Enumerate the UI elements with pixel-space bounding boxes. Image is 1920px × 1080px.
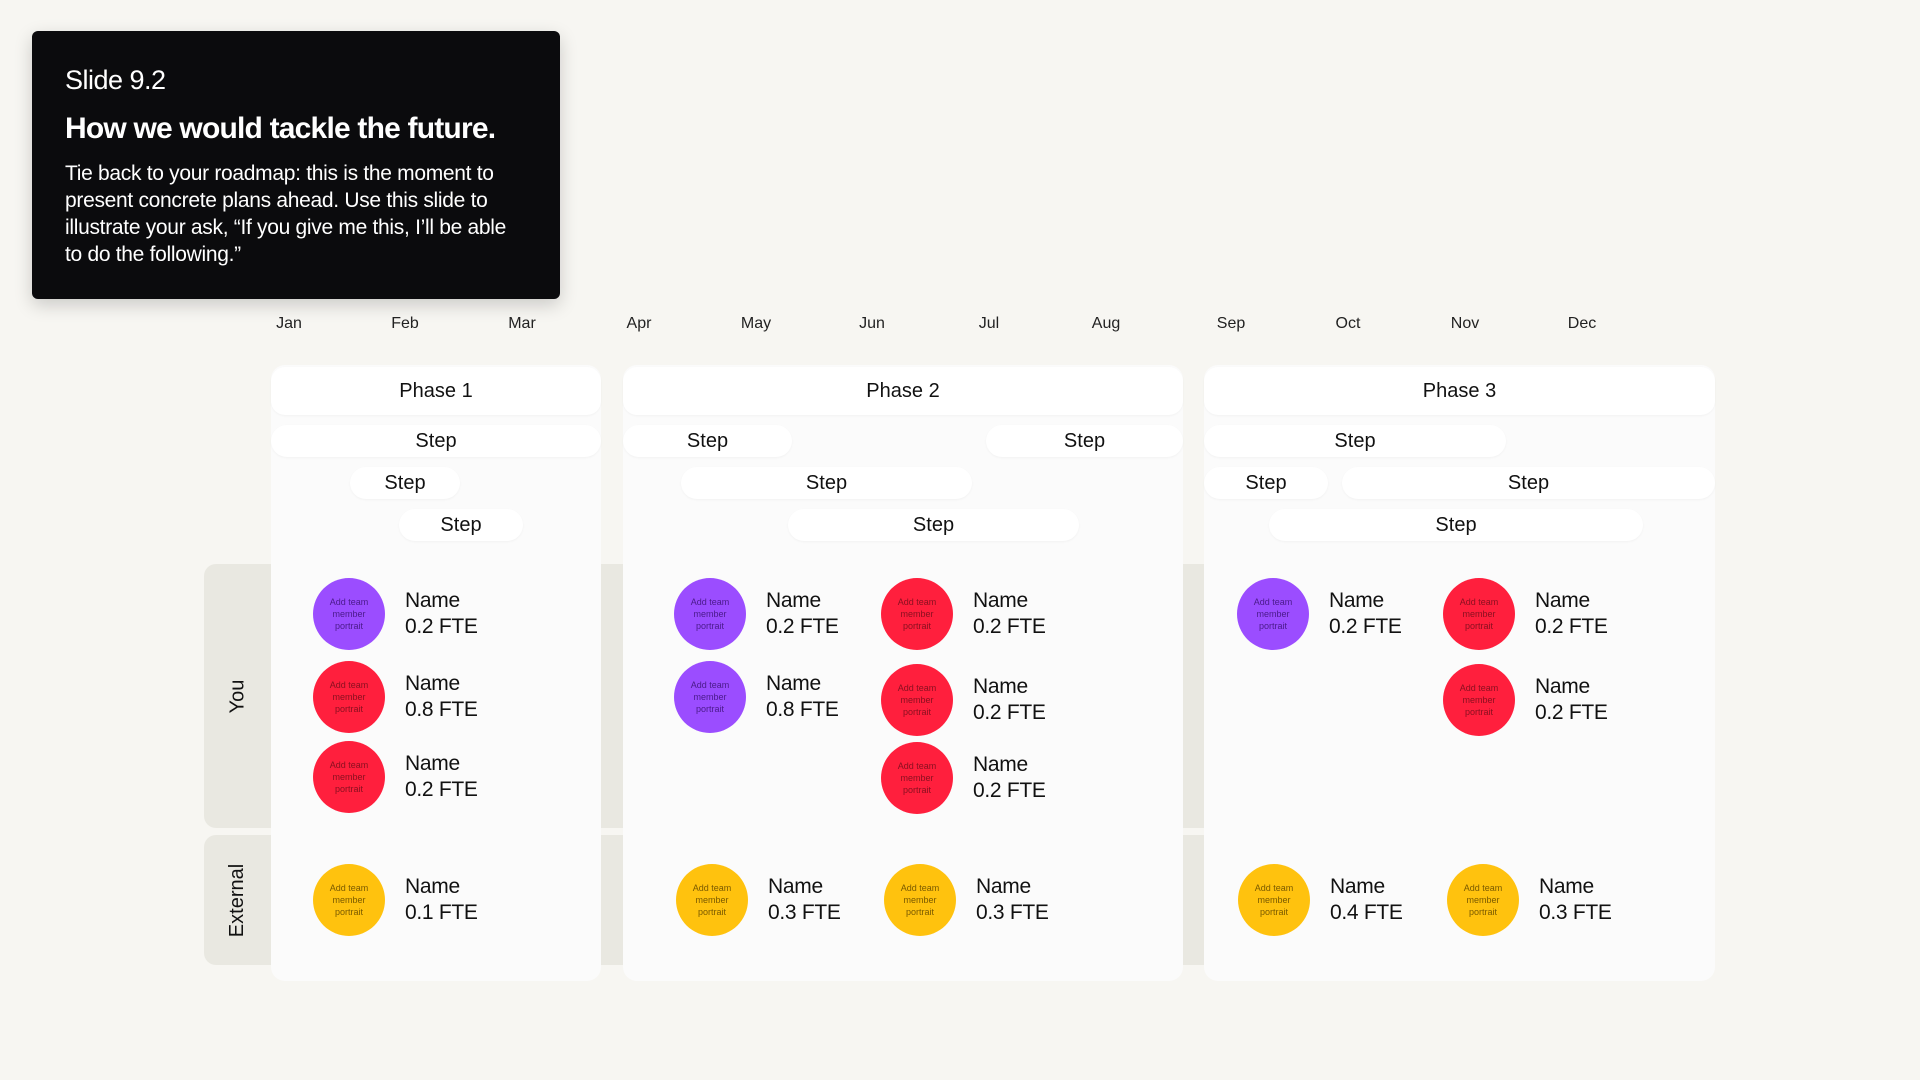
team-member-card: Add team member portrait Name 0.1 FTE <box>313 864 478 936</box>
month-label: Oct <box>1335 315 1361 332</box>
step-pill: Step <box>788 509 1079 541</box>
member-name: Name <box>973 675 1028 698</box>
portrait-placeholder: Add team member portrait <box>313 741 385 813</box>
month-label: Nov <box>1450 315 1480 332</box>
portrait-placeholder: Add team member portrait <box>674 661 746 733</box>
team-member-card: Add team member portrait Name 0.2 FTE <box>313 741 478 813</box>
portrait-placeholder: Add team member portrait <box>1237 578 1309 650</box>
portrait-placeholder: Add team member portrait <box>674 578 746 650</box>
month-label: May <box>740 315 772 332</box>
member-fte: 0.8 FTE <box>766 698 839 721</box>
month-label: Dec <box>1567 315 1597 332</box>
member-fte: 0.2 FTE <box>766 615 839 638</box>
portrait-placeholder: Add team member portrait <box>884 864 956 936</box>
phase-3-header: Phase 3 <box>1204 367 1715 415</box>
lane-label-you-text: You <box>226 679 248 713</box>
portrait-placeholder: Add team member portrait <box>1443 664 1515 736</box>
member-name: Name <box>1329 589 1384 612</box>
portrait-placeholder: Add team member portrait <box>881 742 953 814</box>
month-label: Sep <box>1216 315 1246 332</box>
step-pill: Step <box>350 467 460 499</box>
team-member-card: Add team member portrait Name 0.2 FTE <box>881 742 1046 814</box>
portrait-placeholder: Add team member portrait <box>1238 864 1310 936</box>
slide-header-card: Slide 9.2 How we would tackle the future… <box>32 31 560 299</box>
member-name: Name <box>976 875 1031 898</box>
member-fte: 0.2 FTE <box>405 778 478 801</box>
team-member-card: Add team member portrait Name 0.2 FTE <box>1443 578 1608 650</box>
member-name: Name <box>766 589 821 612</box>
member-name: Name <box>1330 875 1385 898</box>
team-member-card: Add team member portrait Name 0.2 FTE <box>313 578 478 650</box>
month-label: Aug <box>1091 315 1121 332</box>
member-fte: 0.2 FTE <box>973 701 1046 724</box>
lane-label-external: External <box>204 835 271 965</box>
member-fte: 0.3 FTE <box>1539 901 1612 924</box>
member-name: Name <box>405 672 460 695</box>
slide-number: Slide 9.2 <box>65 65 166 95</box>
phase-1-header: Phase 1 <box>271 367 601 415</box>
member-fte: 0.2 FTE <box>1535 615 1608 638</box>
step-pill: Step <box>1342 467 1715 499</box>
team-member-card: Add team member portrait Name 0.8 FTE <box>313 661 478 733</box>
slide-title: How we would tackle the future. <box>65 112 496 145</box>
portrait-placeholder: Add team member portrait <box>1447 864 1519 936</box>
team-member-card: Add team member portrait Name 0.3 FTE <box>884 864 1049 936</box>
team-member-card: Add team member portrait Name 0.3 FTE <box>1447 864 1612 936</box>
portrait-placeholder: Add team member portrait <box>313 661 385 733</box>
team-member-card: Add team member portrait Name 0.4 FTE <box>1238 864 1403 936</box>
portrait-placeholder: Add team member portrait <box>676 864 748 936</box>
member-fte: 0.3 FTE <box>976 901 1049 924</box>
month-label: Jul <box>978 315 1000 332</box>
step-pill: Step <box>623 425 792 457</box>
member-fte: 0.2 FTE <box>973 779 1046 802</box>
member-name: Name <box>1535 675 1590 698</box>
team-member-card: Add team member portrait Name 0.8 FTE <box>674 661 839 733</box>
member-fte: 0.2 FTE <box>1329 615 1402 638</box>
lane-label-external-text: External <box>226 863 248 937</box>
member-fte: 0.1 FTE <box>405 901 478 924</box>
member-fte: 0.2 FTE <box>973 615 1046 638</box>
member-fte: 0.2 FTE <box>405 615 478 638</box>
lane-label-you: You <box>204 564 271 828</box>
portrait-placeholder: Add team member portrait <box>313 578 385 650</box>
member-fte: 0.4 FTE <box>1330 901 1403 924</box>
step-pill: Step <box>1204 467 1328 499</box>
member-name: Name <box>405 752 460 775</box>
step-pill: Step <box>986 425 1183 457</box>
portrait-placeholder: Add team member portrait <box>881 664 953 736</box>
portrait-placeholder: Add team member portrait <box>313 864 385 936</box>
step-pill: Step <box>1204 425 1506 457</box>
member-name: Name <box>1539 875 1594 898</box>
member-fte: 0.3 FTE <box>768 901 841 924</box>
month-label: Mar <box>508 315 536 332</box>
member-name: Name <box>405 875 460 898</box>
member-name: Name <box>973 753 1028 776</box>
member-name: Name <box>973 589 1028 612</box>
phase-2-header: Phase 2 <box>623 367 1183 415</box>
step-pill: Step <box>271 425 601 457</box>
portrait-placeholder: Add team member portrait <box>1443 578 1515 650</box>
step-pill: Step <box>681 467 972 499</box>
member-name: Name <box>1535 589 1590 612</box>
month-label: Feb <box>391 315 419 332</box>
team-member-card: Add team member portrait Name 0.2 FTE <box>674 578 839 650</box>
member-name: Name <box>768 875 823 898</box>
member-name: Name <box>405 589 460 612</box>
team-member-card: Add team member portrait Name 0.2 FTE <box>1237 578 1402 650</box>
member-fte: 0.2 FTE <box>1535 701 1608 724</box>
slide-description: Tie back to your roadmap: this is the mo… <box>65 162 507 266</box>
month-label: Jun <box>859 315 885 332</box>
team-member-card: Add team member portrait Name 0.2 FTE <box>1443 664 1608 736</box>
month-label: Jan <box>276 315 302 332</box>
step-pill: Step <box>399 509 523 541</box>
team-member-card: Add team member portrait Name 0.2 FTE <box>881 578 1046 650</box>
step-pill: Step <box>1269 509 1643 541</box>
portrait-placeholder: Add team member portrait <box>881 578 953 650</box>
month-label: Apr <box>626 315 652 332</box>
member-fte: 0.8 FTE <box>405 698 478 721</box>
member-name: Name <box>766 672 821 695</box>
team-member-card: Add team member portrait Name 0.2 FTE <box>881 664 1046 736</box>
team-member-card: Add team member portrait Name 0.3 FTE <box>676 864 841 936</box>
